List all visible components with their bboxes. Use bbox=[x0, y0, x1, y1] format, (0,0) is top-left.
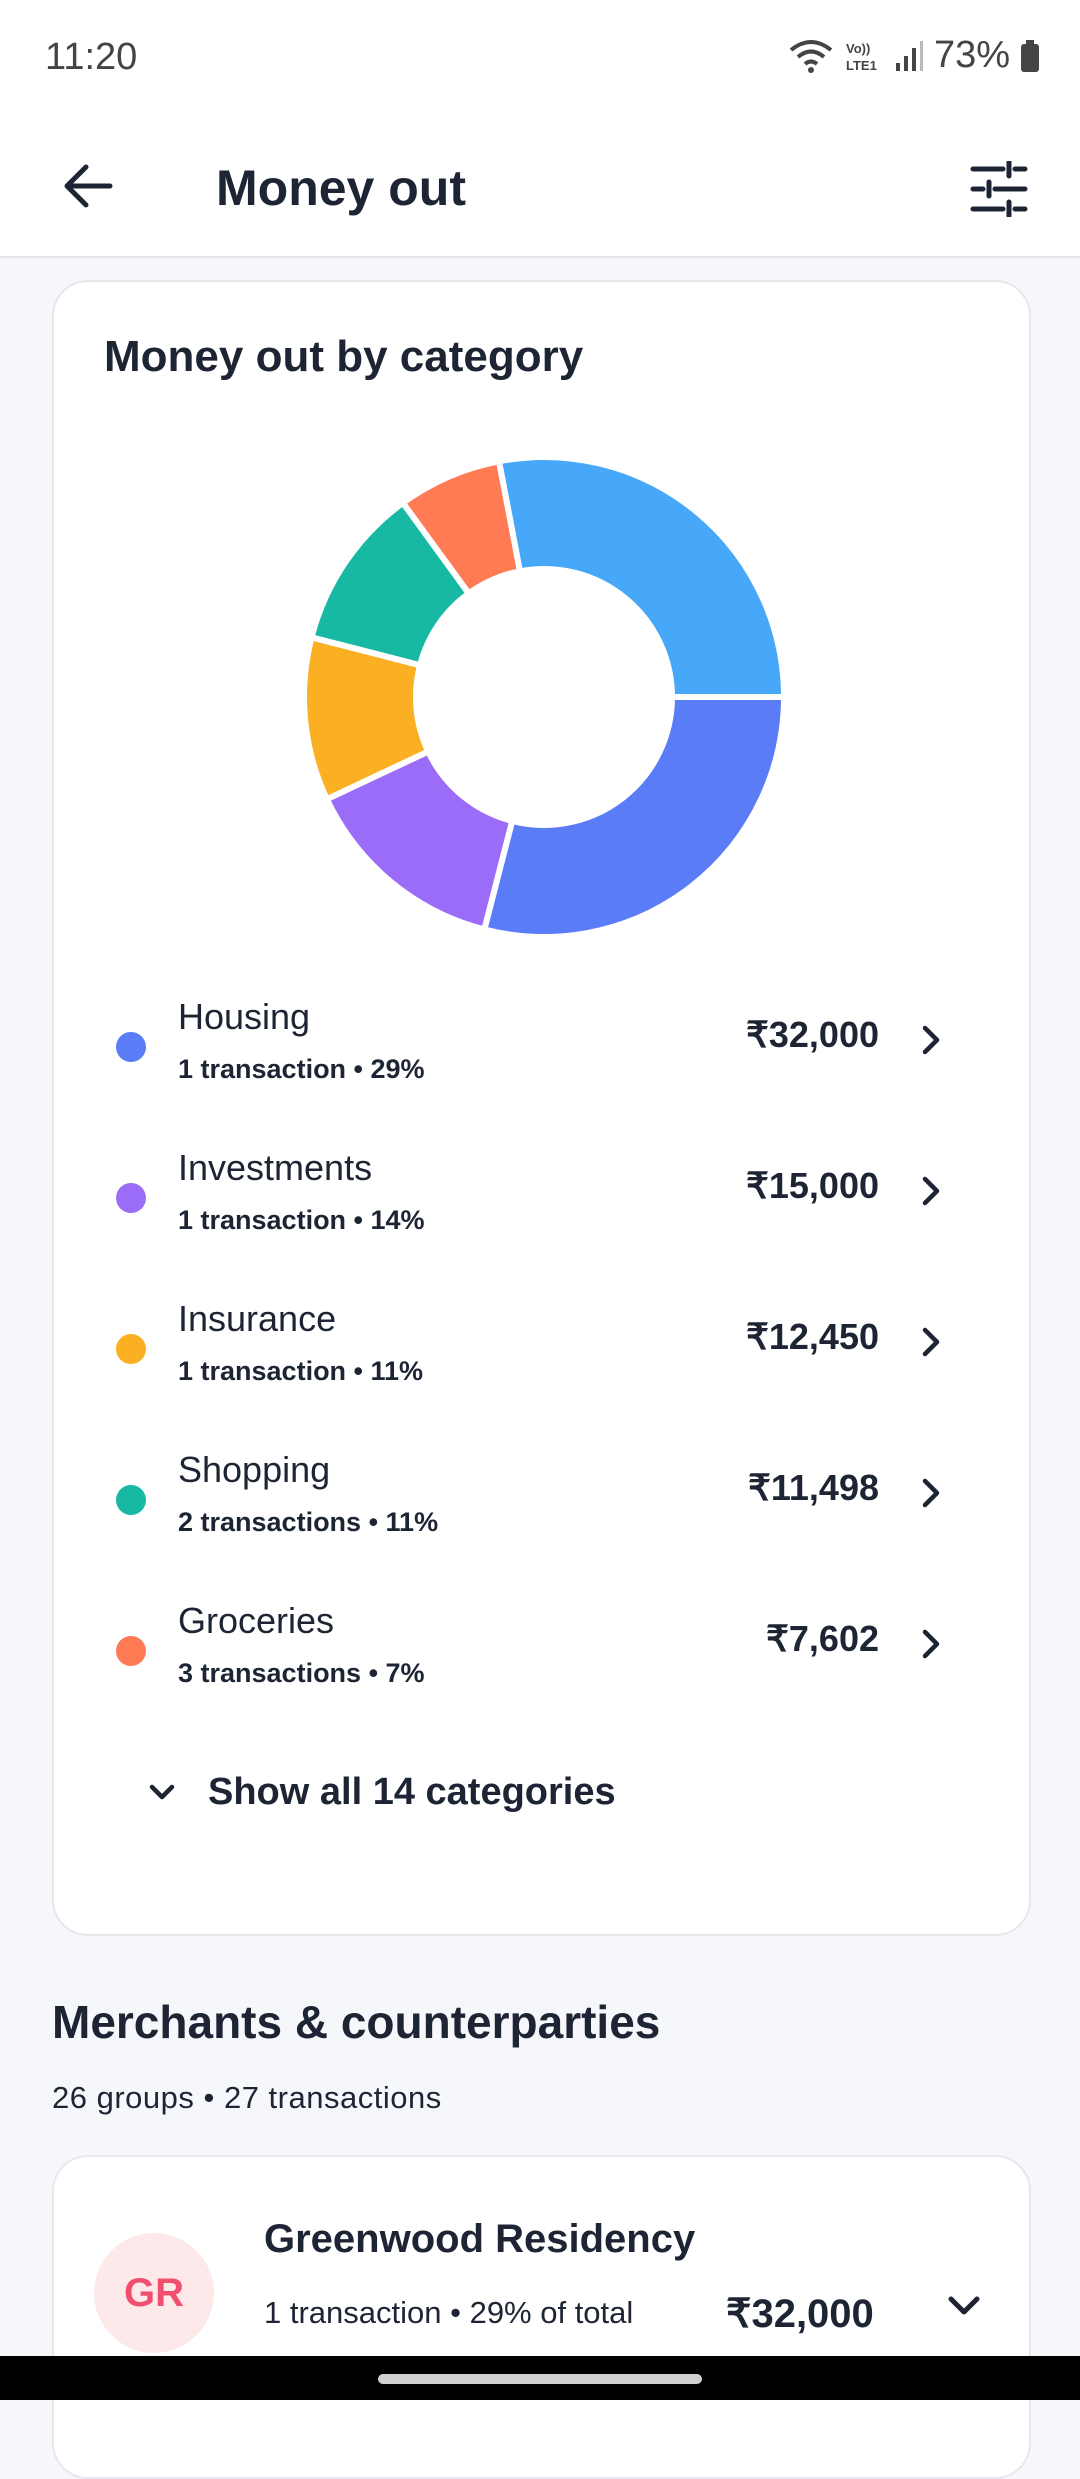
chevron-right-icon bbox=[911, 1171, 951, 1211]
donut-slice-housing bbox=[480, 694, 788, 940]
category-name: Housing bbox=[178, 996, 311, 1037]
expand-merchant-button[interactable] bbox=[934, 2275, 994, 2335]
merchant-name: Greenwood Residency bbox=[264, 2217, 696, 2261]
category-subtitle: 1 transaction • 14% bbox=[178, 1205, 425, 1235]
donut-slice-investments bbox=[322, 747, 516, 934]
arrow-left-icon bbox=[64, 164, 113, 208]
category-name: Groceries bbox=[178, 1600, 335, 1641]
chevron-down-icon bbox=[149, 1784, 175, 1800]
wifi-icon bbox=[788, 38, 834, 74]
filter-button[interactable] bbox=[954, 144, 1044, 234]
category-row-insurance[interactable]: Insurance 1 transaction • 11% ₹12,450 bbox=[54, 1292, 1029, 1422]
category-amount: ₹15,000 bbox=[745, 1165, 879, 1206]
category-amount: ₹7,602 bbox=[766, 1618, 879, 1659]
chevron-right-icon bbox=[911, 1624, 951, 1664]
category-name: Investments bbox=[178, 1147, 373, 1188]
category-color-dot bbox=[116, 1334, 146, 1364]
svg-text:LTE1: LTE1 bbox=[846, 58, 877, 73]
category-row-groceries[interactable]: Groceries 3 transactions • 7% ₹7,602 bbox=[54, 1594, 1029, 1724]
navigation-bar bbox=[0, 2356, 1080, 2400]
merchant-card[interactable]: GR Greenwood Residency 1 transaction • 2… bbox=[52, 2155, 1031, 2479]
category-subtitle: 2 transactions • 11% bbox=[178, 1507, 439, 1537]
category-card: Money out by category Housing 1 transacti… bbox=[52, 280, 1031, 1936]
card-title: Money out by category bbox=[104, 332, 584, 381]
chevron-down-icon bbox=[948, 2296, 980, 2315]
signal-icon bbox=[894, 39, 924, 73]
category-amount: ₹32,000 bbox=[745, 1014, 879, 1055]
home-gesture-handle[interactable] bbox=[378, 2374, 702, 2384]
category-color-dot bbox=[116, 1032, 146, 1062]
chevron-right-icon bbox=[911, 1020, 951, 1060]
category-color-dot bbox=[116, 1183, 146, 1213]
category-subtitle: 1 transaction • 11% bbox=[178, 1356, 424, 1386]
sliders-icon bbox=[970, 161, 1028, 217]
chevron-right-icon bbox=[911, 1473, 951, 1513]
category-name: Shopping bbox=[178, 1449, 331, 1490]
merchant-amount: ₹32,000 bbox=[726, 2292, 874, 2336]
back-button[interactable] bbox=[48, 146, 128, 226]
category-subtitle: 1 transaction • 29% bbox=[178, 1054, 425, 1084]
category-subtitle: 3 transactions • 7% bbox=[178, 1658, 425, 1688]
status-time: 11:20 bbox=[45, 36, 138, 78]
lte-icon: Vo)) LTE1 bbox=[844, 38, 884, 74]
show-all-label: Show all 14 categories bbox=[208, 1770, 616, 1813]
category-color-dot bbox=[116, 1485, 146, 1515]
category-color-dot bbox=[116, 1636, 146, 1666]
battery-icon bbox=[1020, 39, 1040, 73]
battery-percent: 73% bbox=[933, 34, 1010, 76]
category-amount: ₹11,498 bbox=[747, 1467, 879, 1508]
svg-text:Vo)): Vo)) bbox=[846, 41, 870, 56]
donut-slice-other bbox=[495, 454, 788, 700]
category-row-shopping[interactable]: Shopping 2 transactions • 11% ₹11,498 bbox=[54, 1443, 1029, 1573]
avatar: GR bbox=[94, 2233, 214, 2353]
app-bar: Money out bbox=[0, 120, 1080, 258]
merchants-section-subtitle: 26 groups • 27 transactions bbox=[52, 2080, 442, 2115]
category-name: Insurance bbox=[178, 1298, 337, 1339]
category-row-investments[interactable]: Investments 1 transaction • 14% ₹15,000 bbox=[54, 1141, 1029, 1271]
show-all-categories-button[interactable]: Show all 14 categories bbox=[144, 1762, 616, 1822]
status-bar: 11:20 Vo)) LTE1 73% bbox=[0, 0, 1080, 120]
chevron-right-icon bbox=[911, 1322, 951, 1362]
category-row-housing[interactable]: Housing 1 transaction • 29% ₹32,000 bbox=[54, 990, 1029, 1120]
status-icons: Vo)) LTE1 73% bbox=[788, 34, 1040, 77]
category-donut-chart bbox=[301, 454, 788, 940]
category-amount: ₹12,450 bbox=[745, 1316, 879, 1357]
page-title: Money out bbox=[216, 160, 466, 216]
merchants-section-title: Merchants & counterparties bbox=[52, 1996, 661, 2048]
avatar-initials: GR bbox=[124, 2270, 184, 2315]
merchant-subtitle: 1 transaction • 29% of total bbox=[264, 2295, 634, 2330]
